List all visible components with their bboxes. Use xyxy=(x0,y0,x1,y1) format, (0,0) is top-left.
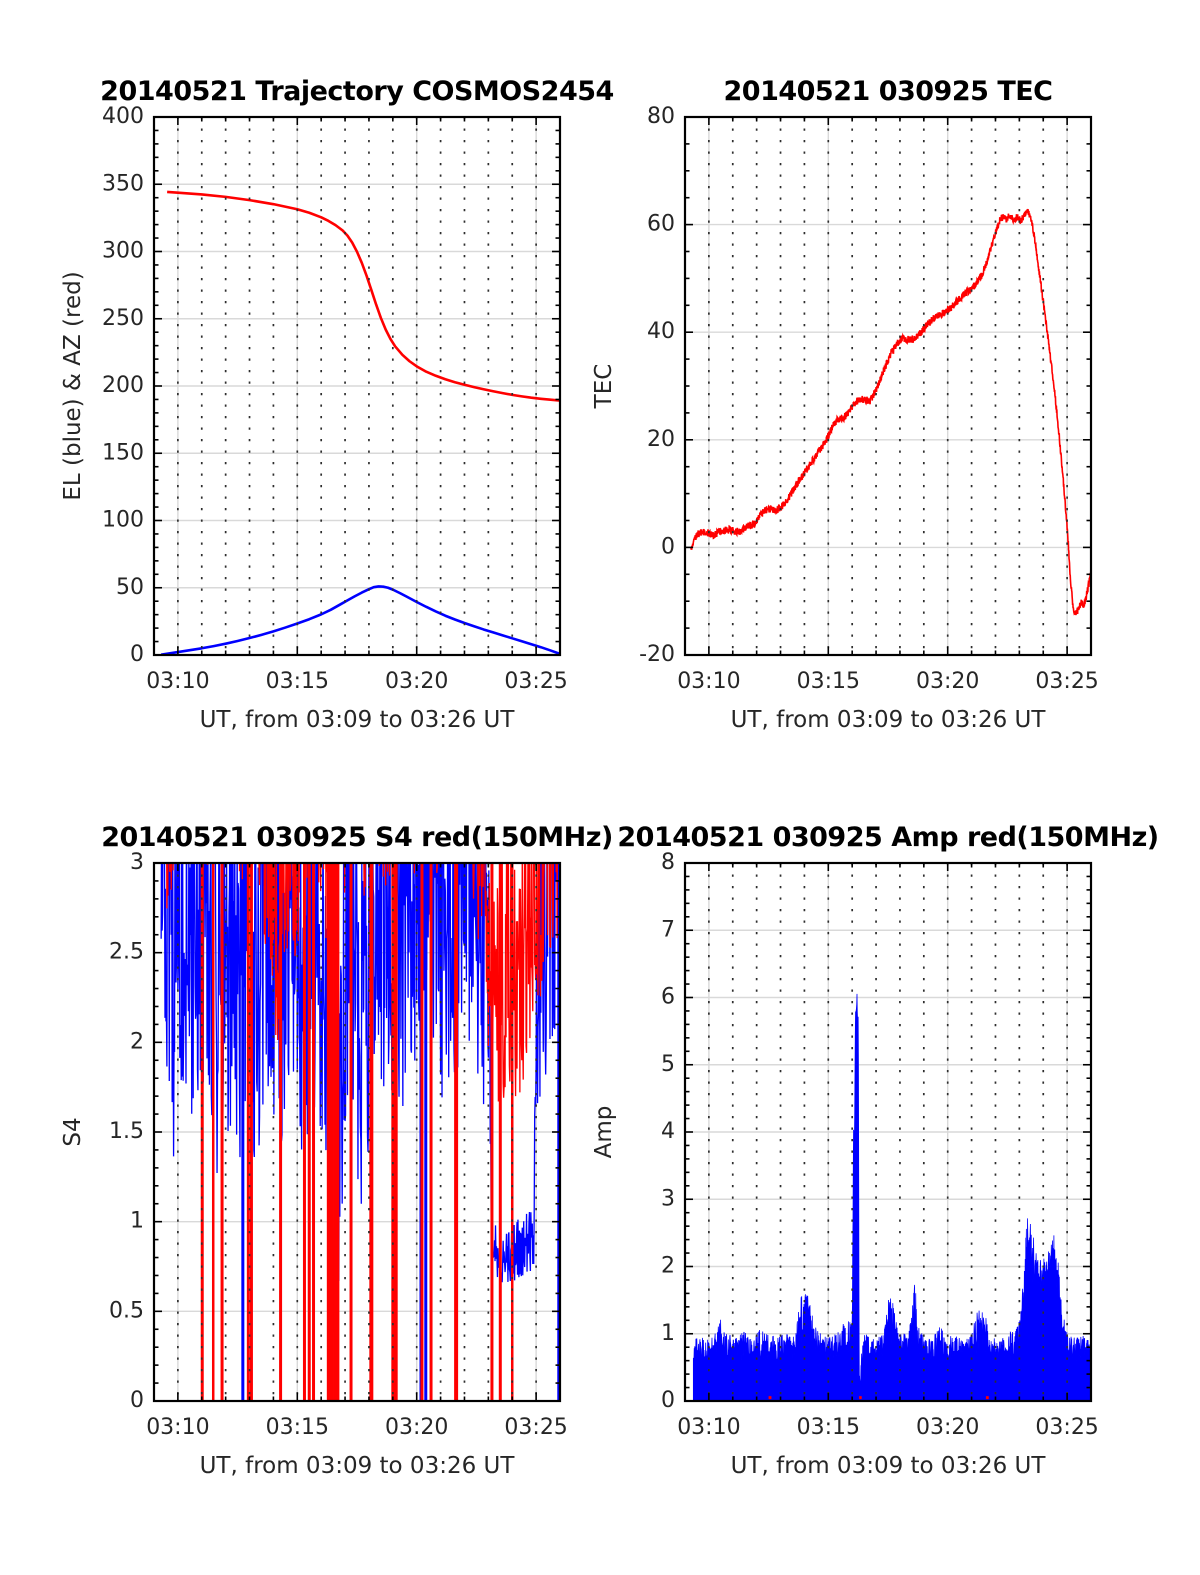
svg-text:0: 0 xyxy=(130,642,144,667)
chart-title-tec: 20140521 030925 TEC xyxy=(723,76,1054,107)
svg-text:03:15: 03:15 xyxy=(266,1415,329,1440)
svg-text:1.5: 1.5 xyxy=(109,1119,144,1144)
svg-text:0: 0 xyxy=(130,1388,144,1413)
svg-text:03:20: 03:20 xyxy=(385,669,448,694)
x-axis-label-amp: UT, from 03:09 to 03:26 UT xyxy=(730,1453,1046,1479)
svg-text:200: 200 xyxy=(102,373,144,398)
x-axis-label-s4: UT, from 03:09 to 03:26 UT xyxy=(199,1453,515,1479)
svg-text:03:15: 03:15 xyxy=(797,669,860,694)
svg-text:0.5: 0.5 xyxy=(109,1298,144,1323)
svg-text:2: 2 xyxy=(130,1029,144,1054)
svg-text:8: 8 xyxy=(661,850,675,875)
svg-text:150: 150 xyxy=(102,440,144,465)
svg-text:60: 60 xyxy=(647,212,675,237)
svg-text:3: 3 xyxy=(661,1186,675,1211)
svg-text:2.5: 2.5 xyxy=(109,940,144,965)
svg-text:1: 1 xyxy=(661,1321,675,1346)
svg-text:03:20: 03:20 xyxy=(916,669,979,694)
y-axis-label-tec: TEC xyxy=(591,363,617,409)
x-axis-label-trajectory: UT, from 03:09 to 03:26 UT xyxy=(199,707,515,733)
svg-text:03:20: 03:20 xyxy=(916,1415,979,1440)
svg-text:03:10: 03:10 xyxy=(146,669,209,694)
chart-title-amp: 20140521 030925 Amp red(150MHz) xyxy=(617,822,1159,853)
chart-amp: 20140521 030925 Amp red(150MHz) Amp 03:1… xyxy=(591,822,1159,1479)
svg-text:50: 50 xyxy=(116,575,144,600)
y-axis-label-trajectory: EL (blue) & AZ (red) xyxy=(60,271,86,501)
chart-s4: 20140521 030925 S4 red(150MHz) S4 03:10 0… xyxy=(60,822,613,1479)
amp-plot-area: 03:10 03:15 03:20 03:25 0 1 2 3 4 5 6 7 8 xyxy=(661,850,1099,1440)
y-axis-label-s4: S4 xyxy=(60,1117,86,1147)
svg-text:6: 6 xyxy=(661,985,675,1010)
svg-text:250: 250 xyxy=(102,306,144,331)
svg-text:03:10: 03:10 xyxy=(677,1415,740,1440)
svg-text:1: 1 xyxy=(130,1209,144,1234)
svg-text:80: 80 xyxy=(647,104,675,129)
svg-text:03:15: 03:15 xyxy=(797,1415,860,1440)
svg-text:4: 4 xyxy=(661,1119,675,1144)
svg-text:03:20: 03:20 xyxy=(385,1415,448,1440)
chart-tec: 20140521 030925 TEC TEC 03:10 03:15 03:20 0… xyxy=(591,76,1099,733)
chart-title-trajectory: 20140521 Trajectory COSMOS2454 xyxy=(100,76,614,107)
svg-text:03:25: 03:25 xyxy=(1035,1415,1098,1440)
svg-text:0: 0 xyxy=(661,1388,675,1413)
svg-text:350: 350 xyxy=(102,171,144,196)
svg-text:3: 3 xyxy=(130,850,144,875)
svg-text:-20: -20 xyxy=(639,642,675,667)
svg-text:400: 400 xyxy=(102,104,144,129)
chart-trajectory: 20140521 Trajectory COSMOS2454 EL (blue)… xyxy=(60,76,614,733)
tec-plot-area: 03:10 03:15 03:20 03:25 -20 0 20 40 60 80 xyxy=(639,104,1099,694)
svg-text:20: 20 xyxy=(647,427,675,452)
svg-text:2: 2 xyxy=(661,1254,675,1279)
svg-text:5: 5 xyxy=(661,1052,675,1077)
svg-text:100: 100 xyxy=(102,508,144,533)
svg-text:03:25: 03:25 xyxy=(504,1415,567,1440)
svg-text:03:25: 03:25 xyxy=(1035,669,1098,694)
svg-text:03:10: 03:10 xyxy=(677,669,740,694)
x-axis-label-tec: UT, from 03:09 to 03:26 UT xyxy=(730,707,1046,733)
svg-text:300: 300 xyxy=(102,239,144,264)
chart-title-s4: 20140521 030925 S4 red(150MHz) xyxy=(101,822,613,853)
svg-text:03:25: 03:25 xyxy=(504,669,567,694)
svg-text:7: 7 xyxy=(661,917,675,942)
svg-text:40: 40 xyxy=(647,319,675,344)
svg-text:03:15: 03:15 xyxy=(266,669,329,694)
svg-text:0: 0 xyxy=(661,534,675,559)
s4-plot-area: 03:10 03:15 03:20 03:25 0 0.5 1 1.5 2 2.5 3 xyxy=(109,850,568,1440)
svg-text:03:10: 03:10 xyxy=(146,1415,209,1440)
trajectory-plot-area: 03:10 03:15 03:20 03:25 0 50 100 150 200 250 300 35… xyxy=(102,104,568,694)
y-axis-label-amp: Amp xyxy=(591,1105,617,1159)
